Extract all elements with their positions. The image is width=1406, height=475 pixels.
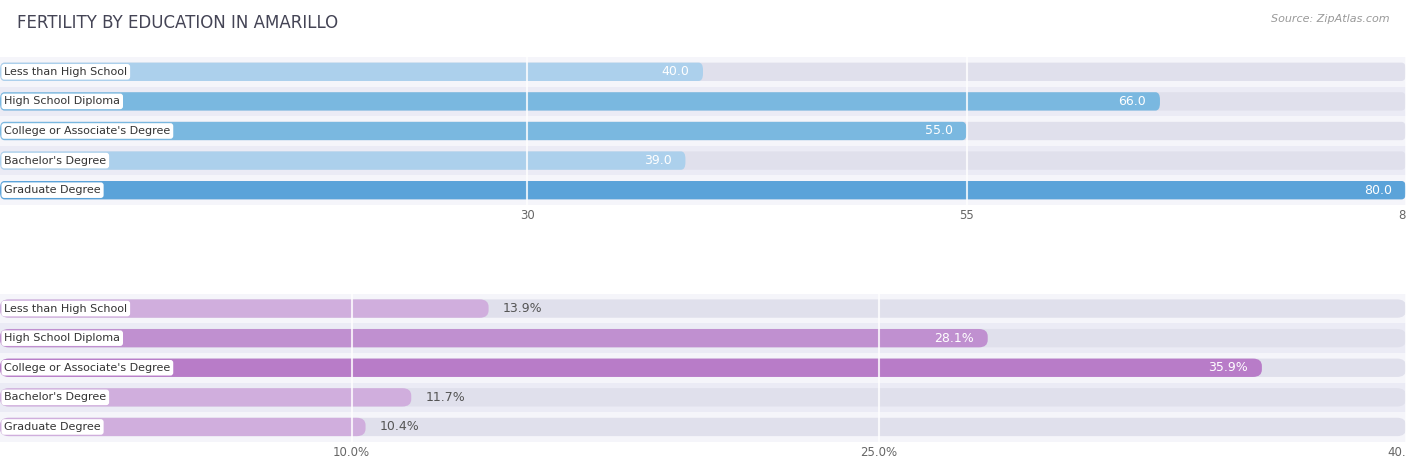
Text: 40.0: 40.0 — [661, 65, 689, 78]
Text: Graduate Degree: Graduate Degree — [4, 422, 101, 432]
FancyBboxPatch shape — [0, 299, 489, 318]
Text: 28.1%: 28.1% — [934, 332, 974, 345]
Text: 80.0: 80.0 — [1364, 184, 1392, 197]
FancyBboxPatch shape — [0, 63, 1406, 81]
FancyBboxPatch shape — [0, 146, 1406, 175]
FancyBboxPatch shape — [0, 329, 987, 347]
Text: College or Associate's Degree: College or Associate's Degree — [4, 363, 170, 373]
FancyBboxPatch shape — [0, 122, 967, 140]
FancyBboxPatch shape — [0, 57, 1406, 86]
Text: High School Diploma: High School Diploma — [4, 96, 121, 106]
Text: Source: ZipAtlas.com: Source: ZipAtlas.com — [1271, 14, 1389, 24]
FancyBboxPatch shape — [0, 418, 1406, 436]
Text: Bachelor's Degree: Bachelor's Degree — [4, 156, 107, 166]
FancyBboxPatch shape — [0, 86, 1406, 116]
FancyBboxPatch shape — [0, 299, 1406, 318]
Text: College or Associate's Degree: College or Associate's Degree — [4, 126, 170, 136]
FancyBboxPatch shape — [0, 388, 411, 407]
FancyBboxPatch shape — [0, 63, 703, 81]
Text: 13.9%: 13.9% — [503, 302, 543, 315]
Text: 10.4%: 10.4% — [380, 420, 419, 434]
FancyBboxPatch shape — [0, 152, 1406, 170]
FancyBboxPatch shape — [0, 175, 1406, 205]
Text: Less than High School: Less than High School — [4, 304, 128, 314]
Text: FERTILITY BY EDUCATION IN AMARILLO: FERTILITY BY EDUCATION IN AMARILLO — [17, 14, 337, 32]
Text: 11.7%: 11.7% — [425, 391, 465, 404]
FancyBboxPatch shape — [0, 388, 1406, 407]
FancyBboxPatch shape — [0, 122, 1406, 140]
Text: 55.0: 55.0 — [925, 124, 953, 137]
Text: Bachelor's Degree: Bachelor's Degree — [4, 392, 107, 402]
FancyBboxPatch shape — [0, 353, 1406, 382]
FancyBboxPatch shape — [0, 323, 1406, 353]
FancyBboxPatch shape — [0, 382, 1406, 412]
FancyBboxPatch shape — [0, 359, 1263, 377]
Text: High School Diploma: High School Diploma — [4, 333, 121, 343]
FancyBboxPatch shape — [0, 152, 686, 170]
FancyBboxPatch shape — [0, 92, 1160, 111]
FancyBboxPatch shape — [0, 412, 1406, 442]
Text: 35.9%: 35.9% — [1208, 361, 1249, 374]
FancyBboxPatch shape — [0, 418, 366, 436]
FancyBboxPatch shape — [0, 181, 1406, 200]
Text: 39.0: 39.0 — [644, 154, 672, 167]
Text: 66.0: 66.0 — [1118, 95, 1146, 108]
FancyBboxPatch shape — [0, 116, 1406, 146]
FancyBboxPatch shape — [0, 359, 1406, 377]
FancyBboxPatch shape — [0, 181, 1406, 200]
FancyBboxPatch shape — [0, 92, 1406, 111]
Text: Less than High School: Less than High School — [4, 67, 128, 77]
FancyBboxPatch shape — [0, 329, 1406, 347]
Text: Graduate Degree: Graduate Degree — [4, 185, 101, 195]
FancyBboxPatch shape — [0, 294, 1406, 323]
